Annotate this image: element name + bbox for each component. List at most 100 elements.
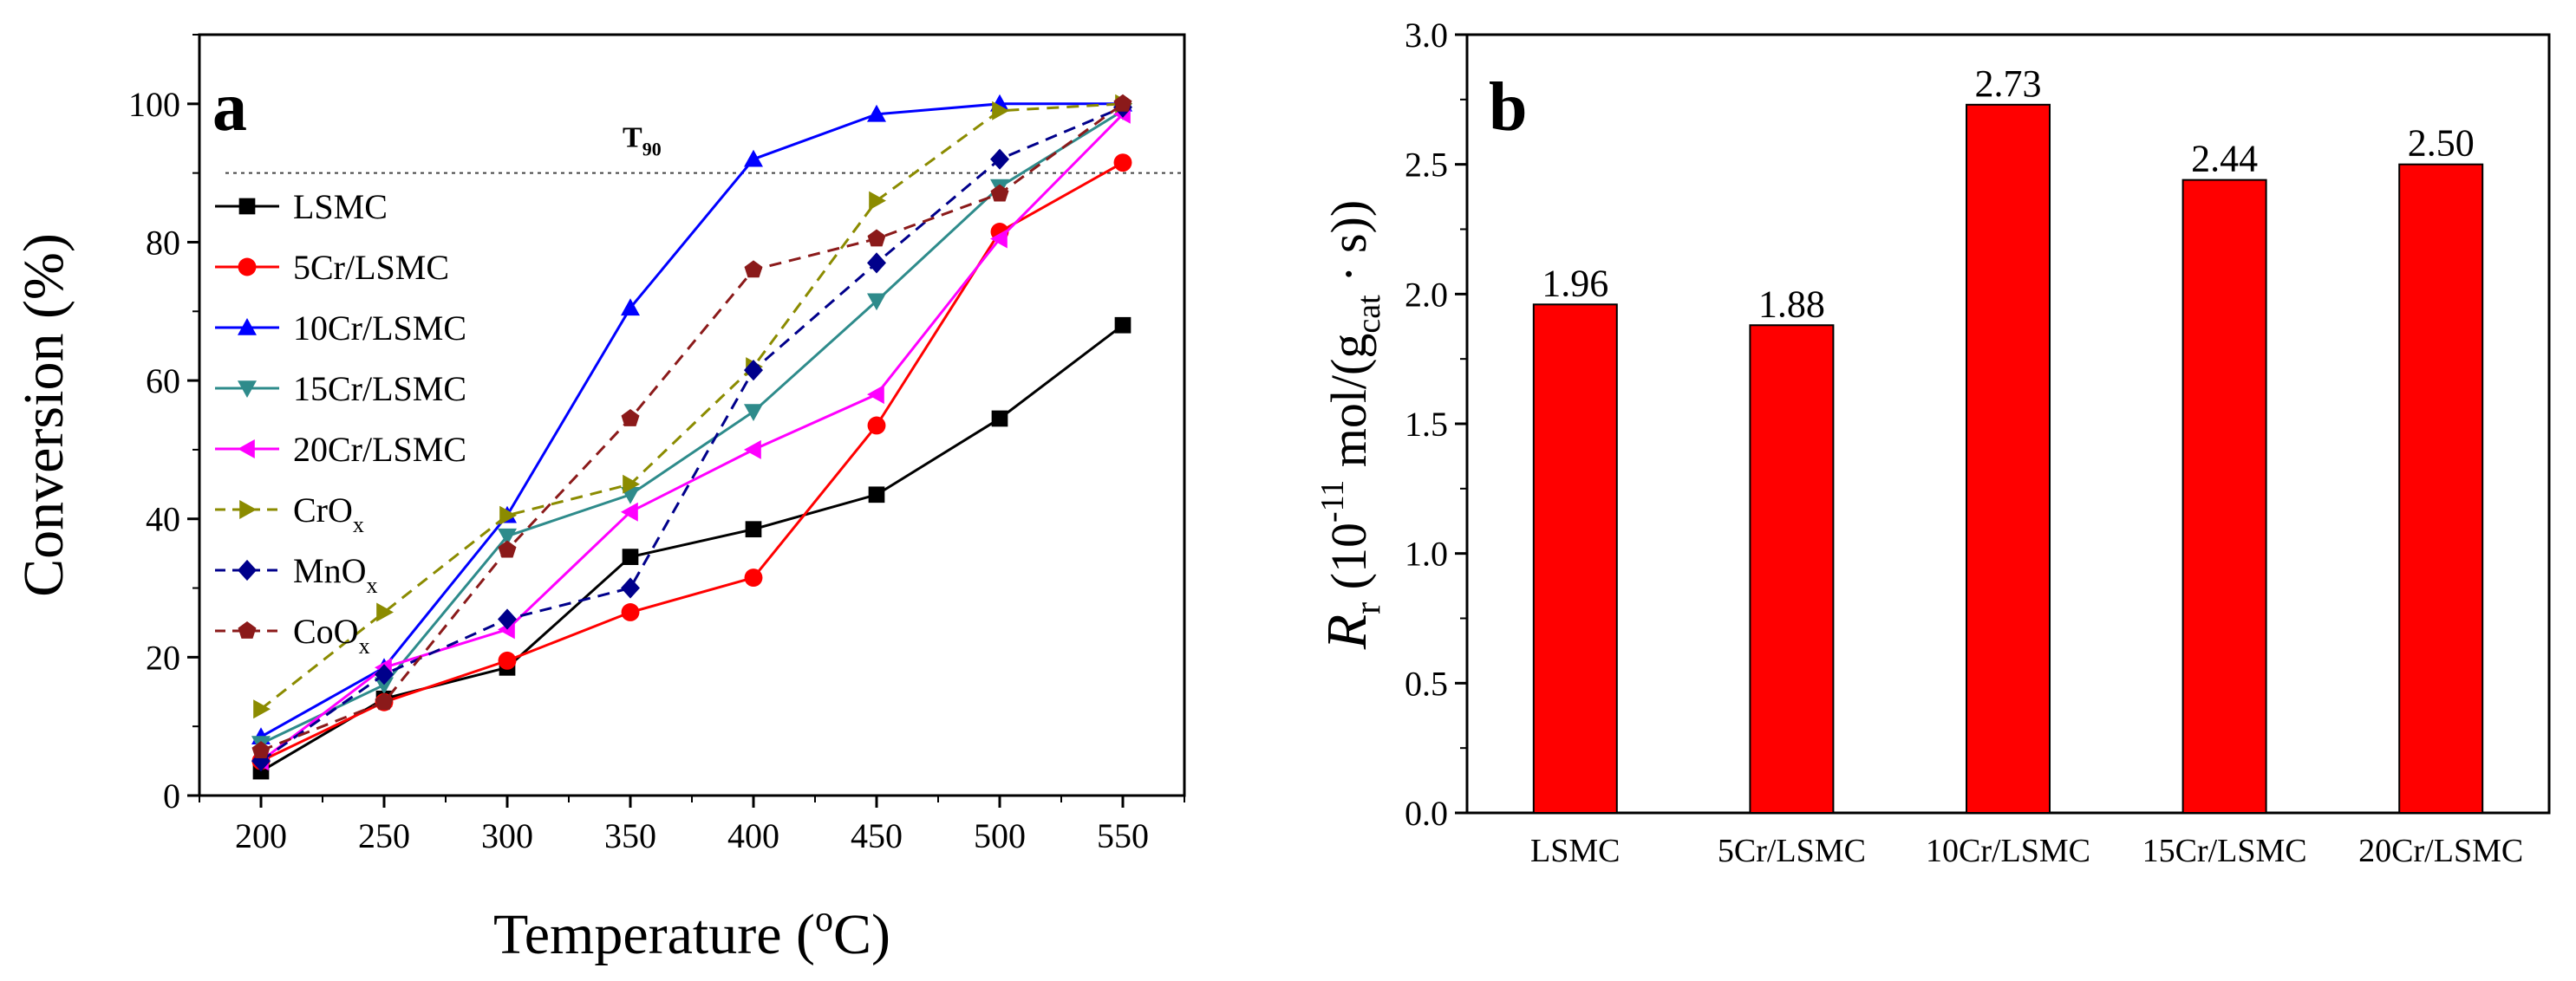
bar — [1749, 324, 1835, 814]
legend-item-5cr-lsmc: 5Cr/LSMC — [215, 248, 449, 287]
data-point — [867, 416, 886, 435]
legend-label: 15Cr/LSMC — [293, 369, 466, 408]
data-point — [376, 602, 394, 622]
panel-b-label: b — [1489, 69, 1528, 146]
bar-value-label: 2.44 — [2191, 138, 2258, 180]
panel-a-t90-label: T90 — [623, 122, 662, 160]
legend-item-crox: CrOx — [215, 491, 364, 537]
panel-a-plot-frame — [198, 33, 1186, 797]
panel-a-x-axis-title: Temperature (oC) — [493, 900, 890, 966]
panel-a-y-axis-title: Conversion (%) — [12, 233, 75, 597]
panel-b-y-tick-label: 2.0 — [1405, 275, 1448, 314]
panel-a-x-axis: 200 250 300 350 400 450 500 550 — [199, 796, 1185, 855]
data-point — [498, 608, 517, 630]
series-line — [260, 113, 1125, 763]
panel-a-x-tick-label: 550 — [1097, 816, 1149, 855]
data-point — [745, 521, 762, 538]
panel-a-y-tick-label: 80 — [146, 223, 180, 262]
data-point — [990, 148, 1009, 170]
legend-label: LSMC — [293, 187, 388, 226]
legend-marker — [238, 380, 257, 398]
data-point — [867, 385, 884, 405]
data-point — [623, 474, 640, 494]
panel-b-y-tick-label: 0.0 — [1405, 794, 1448, 833]
legend-marker — [238, 318, 257, 335]
bar-group-20cr-lsmc: 2.50 20Cr/LSMC — [2358, 122, 2523, 869]
data-point — [253, 699, 271, 719]
series-crox — [253, 94, 1132, 719]
data-point — [868, 486, 885, 503]
panel-a-y-tick-label: 20 — [146, 638, 180, 677]
panel-a-x-tick-label: 450 — [851, 816, 903, 855]
data-point — [498, 540, 517, 558]
data-point — [621, 409, 640, 426]
data-point — [992, 101, 1009, 120]
data-point — [744, 149, 763, 167]
panel-a-x-tick-label: 350 — [604, 816, 656, 855]
bar-value-label: 1.96 — [1542, 262, 1608, 304]
data-point — [744, 260, 763, 278]
bar — [1966, 103, 2051, 814]
panel-a-y-tick-label: 0 — [163, 776, 180, 815]
data-point — [621, 502, 638, 522]
panel-a-x-tick-label: 400 — [727, 816, 779, 855]
data-point — [867, 229, 886, 247]
data-point — [990, 184, 1009, 202]
legend-marker — [238, 257, 257, 276]
data-point — [744, 568, 763, 588]
legend-label: 20Cr/LSMC — [293, 430, 466, 469]
panel-b-y-axis: 0.0 0.5 1.0 1.5 2.0 2.5 3.0 — [1405, 16, 1467, 833]
legend-marker — [238, 198, 256, 215]
legend-label: MnOx — [293, 551, 377, 598]
legend-item-lsmc: LSMC — [215, 187, 388, 226]
legend-item-10cr-lsmc: 10Cr/LSMC — [215, 309, 466, 348]
legend-item-15cr-lsmc: 15Cr/LSMC — [215, 369, 466, 408]
panel-a-x-tick-label: 300 — [481, 816, 533, 855]
data-point — [744, 360, 763, 381]
series-line — [260, 324, 1124, 773]
panel-a-y-tick-label: 40 — [146, 500, 180, 539]
data-point — [621, 603, 640, 621]
bar-value-label: 2.50 — [2408, 122, 2475, 165]
panel-a-series-group — [251, 94, 1132, 780]
x-category-label: 5Cr/LSMC — [1718, 833, 1866, 869]
legend-marker — [238, 439, 255, 458]
bar-group-5cr-lsmc: 1.88 5Cr/LSMC — [1718, 283, 1866, 869]
panel-b-y-tick-label: 1.0 — [1405, 535, 1448, 574]
data-point — [621, 577, 640, 599]
legend-label: 10Cr/LSMC — [293, 309, 466, 348]
series-line — [260, 106, 1124, 763]
legend-item-mnox: MnOx — [215, 551, 377, 598]
data-point — [498, 528, 517, 546]
panel-a-x-tick-label: 500 — [974, 816, 1026, 855]
bar-value-label: 1.88 — [1758, 283, 1825, 325]
panel-a-y-tick-label: 60 — [146, 361, 180, 400]
data-point — [498, 651, 517, 670]
panel-b-y-axis-title: Rr (10-11 mol/(gcat · s)) — [1314, 200, 1388, 650]
panel-b-y-tick-label: 0.5 — [1405, 664, 1448, 703]
series-line — [260, 102, 1123, 738]
data-point — [867, 252, 886, 274]
legend-label: CoOx — [293, 612, 370, 659]
bar-group-lsmc: 1.96 LSMC — [1530, 262, 1620, 869]
panel-a-y-axis: 0 20 40 60 80 100 — [128, 34, 199, 815]
panel-b-y-tick-label: 2.5 — [1405, 146, 1448, 185]
data-point — [375, 677, 394, 695]
panel-a-conversion-chart: a T90 200 250 300 350 400 450 500 550 0 20 40 60 80… — [12, 33, 1186, 966]
data-point — [622, 549, 639, 565]
panel-b-bars-group: 1.96 LSMC 1.88 5Cr/LSMC 2.73 10Cr/LSMC 2.44 15C… — [1530, 62, 2523, 869]
bar — [1532, 303, 1618, 815]
panel-a-x-tick-label: 250 — [358, 816, 410, 855]
data-point — [869, 191, 886, 211]
legend-item-20cr-lsmc: 20Cr/LSMC — [215, 430, 466, 469]
data-point — [744, 439, 761, 459]
legend-label: 5Cr/LSMC — [293, 248, 449, 287]
data-point — [867, 293, 886, 311]
x-category-label: 10Cr/LSMC — [1926, 833, 2090, 869]
bar-group-15cr-lsmc: 2.44 15Cr/LSMC — [2142, 138, 2307, 869]
data-point — [867, 104, 886, 122]
legend-marker — [238, 559, 257, 581]
series-line — [260, 102, 1124, 711]
panel-b-rate-bar-chart: b 0.0 0.5 1.0 1.5 2.0 2.5 3.0 1.96 LSMC 1.88 5Cr/… — [1314, 16, 2551, 869]
